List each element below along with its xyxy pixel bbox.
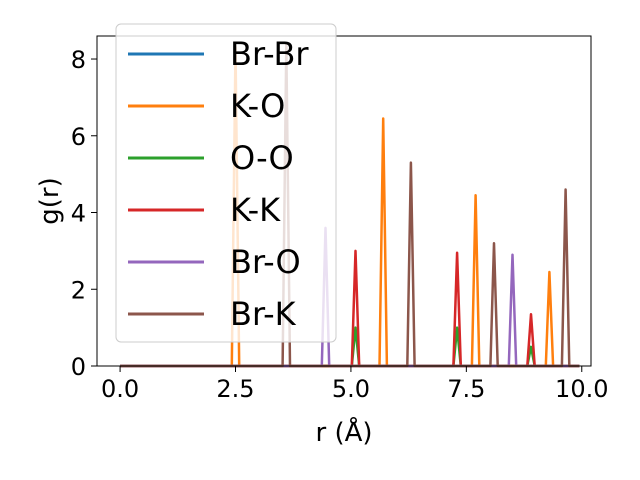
legend-label-br-k: Br-K [230,295,297,333]
x-tick-label: 10.0 [555,375,608,403]
series-line-o-o [120,326,580,368]
y-axis: 0 2 4 6 8 [71,46,97,381]
y-tick-label: 6 [71,123,86,151]
y-tick-label: 2 [71,276,86,304]
x-tick-label: 5.0 [332,375,370,403]
legend-label-k-k: K-K [230,191,281,229]
x-axis: 0.0 2.5 5.0 7.5 10.0 [101,366,608,403]
x-tick-label: 0.0 [101,375,139,403]
legend: Br-Br K-O O-O K-K Br-O Br-K [115,23,337,343]
legend-label-o-o: O-O [230,139,294,177]
plot-frame [96,35,592,367]
y-axis-label: g(r) [35,177,65,224]
y-tick-label: 8 [71,46,86,74]
legend-label-k-o: K-O [230,87,285,125]
x-tick-label: 2.5 [216,375,254,403]
y-tick-label: 4 [71,200,86,228]
x-tick-label: 7.5 [447,375,485,403]
x-axis-label: r (Å) [315,416,372,448]
y-tick-label: 0 [71,353,86,381]
legend-label-br-o: Br-O [230,243,301,281]
series-line-k-k [120,249,580,368]
legend-label-br-br: Br-Br [230,35,309,73]
